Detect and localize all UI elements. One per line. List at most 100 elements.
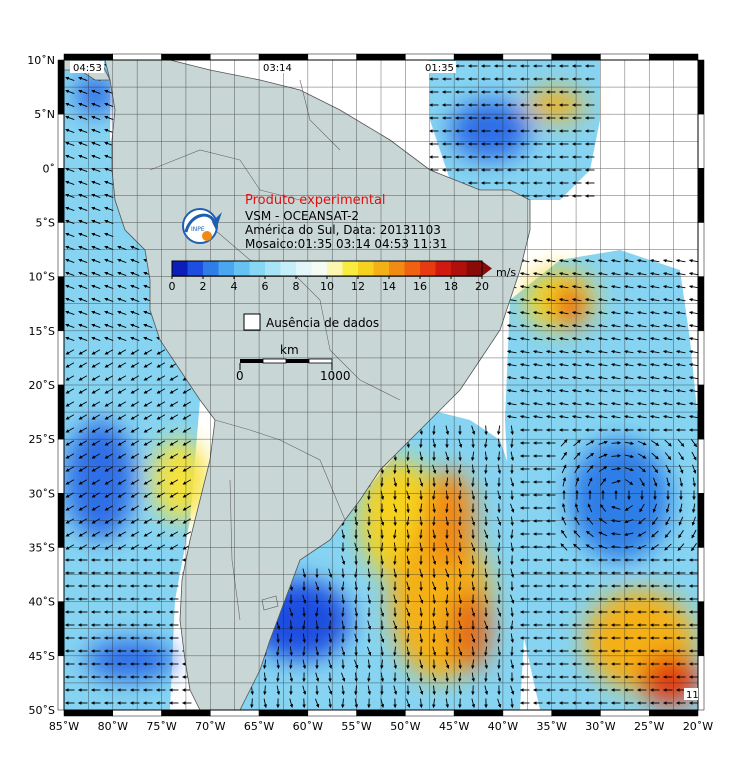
wind-arrow xyxy=(623,271,634,276)
wind-arrow xyxy=(558,297,569,302)
wind-arrow xyxy=(610,284,621,289)
wind-arrow xyxy=(497,698,502,708)
wind-arrow xyxy=(688,388,698,393)
wind-arrow xyxy=(380,672,385,683)
wind-arrow xyxy=(367,685,372,696)
wind-arrow xyxy=(169,505,179,511)
wind-arrow xyxy=(688,258,698,263)
wind-arrow xyxy=(302,568,307,578)
wind-arrow xyxy=(156,427,166,433)
wind-arrow xyxy=(497,607,502,617)
wind-arrow xyxy=(584,349,595,354)
wind-arrow xyxy=(367,646,372,656)
colorbar-cell xyxy=(249,261,266,276)
wind-arrow xyxy=(532,323,543,328)
wind-arrow xyxy=(484,477,489,487)
wind-arrow xyxy=(65,518,75,524)
wind-arrow xyxy=(584,310,595,315)
wind-arrow xyxy=(497,633,501,644)
wind-arrow xyxy=(692,477,697,488)
colorbar-cell xyxy=(435,261,452,276)
wind-arrow xyxy=(65,297,75,302)
wind-arrow xyxy=(143,401,153,407)
wind-arrow xyxy=(497,620,501,631)
wind-arrow xyxy=(130,336,140,341)
wind-arrow xyxy=(584,323,595,328)
wind-arrow xyxy=(573,543,581,551)
wind-arrow xyxy=(651,440,660,446)
wind-arrow xyxy=(169,479,179,485)
wind-arrow xyxy=(117,310,127,315)
wind-arrow xyxy=(78,349,88,355)
wind-arrow xyxy=(545,284,556,289)
wind-arrow xyxy=(510,568,515,578)
wind-arrow xyxy=(561,516,567,526)
wind-arrow xyxy=(104,427,114,433)
wind-arrow xyxy=(561,503,566,513)
wind-arrow xyxy=(623,414,634,419)
wind-arrow xyxy=(143,453,153,459)
wind-arrow xyxy=(597,323,608,328)
wind-arrow xyxy=(78,284,88,289)
wind-arrow xyxy=(624,454,634,459)
wind-arrow xyxy=(78,102,88,107)
colorbar-tick-label: 2 xyxy=(200,280,207,293)
wind-arrow xyxy=(558,414,569,419)
wind-arrow xyxy=(571,414,582,419)
lon-label: 55˚W xyxy=(341,720,371,733)
latitude-labels: 10˚N 5˚N 0˚ 5˚S 10˚S 15˚S 20˚S 25˚S 30˚S 35˚S 40˚S… xyxy=(27,54,55,717)
wind-arrow xyxy=(78,466,88,472)
wind-arrow xyxy=(506,388,517,393)
wind-arrow xyxy=(91,362,101,368)
wind-arrow xyxy=(510,516,514,527)
colorbar-tick-label: 12 xyxy=(351,280,365,293)
wind-arrow xyxy=(78,453,88,459)
wind-arrow xyxy=(393,646,397,657)
wind-arrow xyxy=(169,466,179,472)
wind-arrow xyxy=(497,451,501,462)
wind-arrow xyxy=(675,336,686,341)
wind-arrow xyxy=(652,503,657,513)
wind-arrow xyxy=(432,581,437,591)
wind-arrow xyxy=(91,89,101,94)
wind-arrow xyxy=(143,544,153,550)
wind-arrow xyxy=(78,219,88,224)
wind-arrow xyxy=(91,388,101,394)
wind-arrow xyxy=(91,180,101,185)
wind-arrow xyxy=(532,284,543,289)
wind-arrow xyxy=(65,128,75,133)
wind-arrow xyxy=(458,503,463,513)
wind-arrow xyxy=(558,336,569,341)
wind-arrow xyxy=(458,646,463,656)
wind-arrow xyxy=(484,685,489,695)
lon-label: 35˚W xyxy=(537,720,567,733)
wind-arrow xyxy=(78,297,88,302)
wind-arrow xyxy=(623,362,634,367)
wind-arrow xyxy=(91,102,101,107)
wind-arrow xyxy=(143,518,153,524)
wind-arrow xyxy=(688,310,698,315)
wind-arrow xyxy=(143,362,153,368)
wind-arrow xyxy=(367,620,372,630)
wind-arrow xyxy=(341,698,345,709)
legend-line-2: América do Sul, Data: 20131103 xyxy=(245,223,441,237)
wind-arrow xyxy=(432,646,437,656)
wind-arrow xyxy=(314,607,319,618)
wind-arrow xyxy=(367,529,372,539)
wind-arrow xyxy=(610,310,621,315)
wind-arrow xyxy=(571,362,582,367)
wind-arrow xyxy=(649,310,660,315)
wind-arrow xyxy=(104,401,114,407)
wind-arrow xyxy=(675,271,686,276)
wind-arrow xyxy=(610,323,621,328)
wind-arrow xyxy=(639,503,645,513)
wind-arrow xyxy=(406,490,411,500)
wind-arrow xyxy=(406,451,410,462)
wind-arrow xyxy=(78,206,88,211)
nodata-swatch xyxy=(243,313,261,331)
wind-arrow xyxy=(688,297,698,302)
wind-arrow xyxy=(78,115,88,120)
wind-arrow xyxy=(117,388,127,394)
wind-arrow xyxy=(130,466,140,472)
lat-label: 10˚S xyxy=(29,271,55,284)
